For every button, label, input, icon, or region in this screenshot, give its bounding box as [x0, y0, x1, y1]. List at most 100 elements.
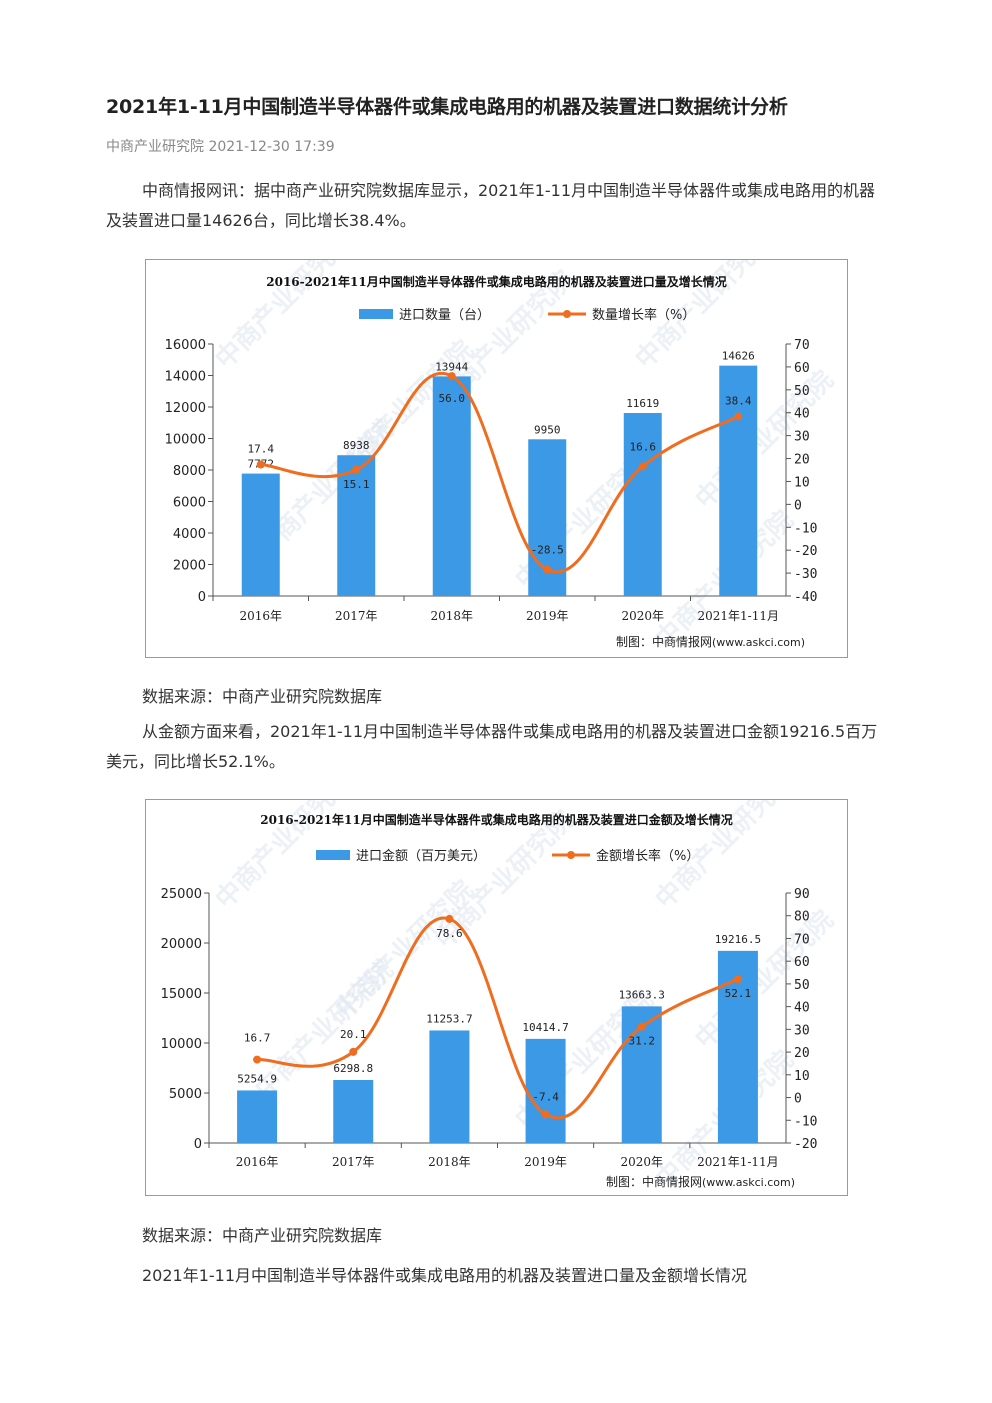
left-tick-label: 10000 — [165, 433, 206, 448]
growth-rate-label: 20.1 — [340, 1028, 367, 1041]
left-tick-label: 25000 — [161, 887, 202, 902]
bar — [333, 1080, 374, 1143]
watermark-text: 中商产业研究院 — [329, 874, 480, 1025]
growth-rate-point — [541, 1110, 550, 1119]
right-tick-label: 0 — [794, 498, 802, 513]
legend-bar-swatch — [316, 850, 350, 860]
closing-caption: 2021年1-11月中国制造半导体器件或集成电路用的机器及装置进口量及金额增长情… — [142, 1266, 748, 1285]
right-tick-label: 50 — [794, 978, 810, 993]
bar-value-label: 8938 — [343, 439, 370, 452]
growth-rate-point — [733, 975, 742, 984]
bar-value-label: 19216.5 — [715, 933, 761, 946]
x-category-label: 2020年 — [620, 1155, 663, 1169]
growth-rate-label: 52.1 — [725, 987, 752, 1000]
bar — [719, 365, 758, 596]
x-category-label: 2016年 — [239, 609, 282, 623]
chart-title: 2016-2021年11月中国制造半导体器件或集成电路用的机器及装置进口金额及增… — [260, 812, 732, 827]
right-tick-label: -20 — [794, 544, 817, 559]
right-tick-label: 60 — [794, 361, 810, 376]
legend-line-label: 数量增长率（%） — [592, 307, 695, 323]
bar — [525, 1038, 566, 1143]
x-category-label: 2021年1-11月 — [698, 609, 780, 623]
right-tick-label: -10 — [794, 1114, 817, 1129]
amount-paragraph: 从金额方面来看，2021年1-11月中国制造半导体器件或集成电路用的机器及装置进… — [106, 722, 878, 771]
amount-chart: 中商产业研究院 中商产业研究院 中商产业研究院 中商产业研究院 中商产业研究院 中商产业研… — [145, 799, 848, 1196]
x-category-label: 2018年 — [428, 1155, 471, 1169]
chart-credit-label: 制图：中商情报网 — [606, 1174, 702, 1189]
x-category-label: 2016年 — [236, 1155, 279, 1169]
right-tick-label: 10 — [794, 475, 810, 490]
left-tick-label: 10000 — [161, 1037, 202, 1052]
left-tick-label: 12000 — [165, 401, 206, 416]
legend-line-label: 金额增长率（%） — [596, 848, 699, 864]
right-tick-label: 70 — [794, 932, 810, 947]
growth-rate-point — [256, 460, 265, 469]
right-tick-label: 30 — [794, 430, 810, 445]
right-tick-label: 50 — [794, 384, 810, 399]
right-tick-label: -40 — [794, 590, 817, 605]
chart-title: 2016-2021年11月中国制造半导体器件或集成电路用的机器及装置进口量及增长… — [266, 274, 726, 289]
x-category-label: 2019年 — [526, 609, 569, 623]
legend-line-marker — [567, 851, 575, 859]
right-tick-label: 80 — [794, 910, 810, 925]
legend-bar-label: 进口数量（台） — [399, 308, 490, 323]
bar — [623, 413, 662, 596]
bar — [432, 376, 471, 596]
growth-rate-point — [445, 914, 454, 923]
growth-rate-point — [543, 565, 552, 574]
data-source-1: 数据来源：中商产业研究院数据库 — [142, 687, 383, 706]
quantity-chart: 中商产业研究院 中商产业研究院 中商产业研究院 中商产业研究院 中商产业研究院 中商产业研… — [145, 259, 848, 658]
right-tick-label: 30 — [794, 1023, 810, 1038]
right-tick-label: -30 — [794, 567, 817, 582]
bar-value-label: 11619 — [626, 397, 659, 410]
bar-value-label: 13663.3 — [619, 988, 665, 1001]
bar-value-label: 6298.8 — [333, 1062, 373, 1075]
growth-rate-point — [352, 465, 361, 474]
article-title: 2021年1-11月中国制造半导体器件或集成电路用的机器及装置进口数据统计分析 — [106, 96, 788, 118]
bar-value-label: 5254.9 — [237, 1072, 277, 1085]
bar — [337, 455, 376, 596]
x-category-label: 2020年 — [621, 609, 664, 623]
right-tick-label: -20 — [794, 1137, 817, 1152]
growth-rate-label: 16.7 — [244, 1032, 270, 1045]
growth-rate-point — [447, 372, 456, 381]
left-tick-label: 8000 — [173, 464, 206, 479]
bar — [237, 1090, 278, 1143]
article-meta: 中商产业研究院 2021-12-30 17:39 — [106, 139, 335, 155]
chart-credit: 制图：中商情报网(www.askci.com) — [616, 634, 805, 649]
legend-line-marker — [563, 310, 571, 318]
left-tick-label: 0 — [194, 1137, 202, 1152]
chart-credit: 制图：中商情报网(www.askci.com) — [606, 1174, 795, 1189]
right-tick-label: 40 — [794, 1001, 810, 1016]
right-tick-label: 60 — [794, 955, 810, 970]
growth-rate-label: 31.2 — [629, 1035, 656, 1048]
growth-rate-point — [253, 1055, 262, 1064]
bar — [241, 473, 280, 596]
legend-bar-label: 进口金额（百万美元） — [356, 848, 486, 864]
bar-value-label: 11253.7 — [426, 1012, 472, 1025]
growth-rate-label: 56.0 — [439, 392, 466, 405]
right-tick-label: 40 — [794, 407, 810, 422]
right-tick-label: 20 — [794, 1046, 810, 1061]
watermark-text: 中商产业研究院 — [689, 904, 840, 1055]
bar — [429, 1030, 470, 1143]
intro-paragraph: 中商情报网讯：据中商产业研究院数据库显示，2021年1-11月中国制造半导体器件… — [106, 181, 876, 230]
data-source-2: 数据来源：中商产业研究院数据库 — [142, 1226, 383, 1245]
growth-rate-label: -28.5 — [531, 544, 564, 557]
left-tick-label: 5000 — [169, 1087, 202, 1102]
left-tick-label: 4000 — [173, 527, 206, 542]
right-tick-label: 90 — [794, 887, 810, 902]
right-tick-label: 70 — [794, 338, 810, 353]
x-category-label: 2018年 — [430, 609, 473, 623]
growth-rate-point — [638, 462, 647, 471]
watermark-text: 中商产业研究院 — [689, 364, 840, 515]
left-tick-label: 14000 — [165, 370, 206, 385]
right-tick-label: 10 — [794, 1069, 810, 1084]
chart-credit-label: 制图：中商情报网 — [616, 634, 712, 649]
growth-rate-label: 38.4 — [725, 394, 752, 407]
growth-rate-label: 17.4 — [248, 443, 275, 456]
growth-rate-point — [734, 412, 743, 421]
growth-rate-label: 15.1 — [343, 478, 370, 491]
